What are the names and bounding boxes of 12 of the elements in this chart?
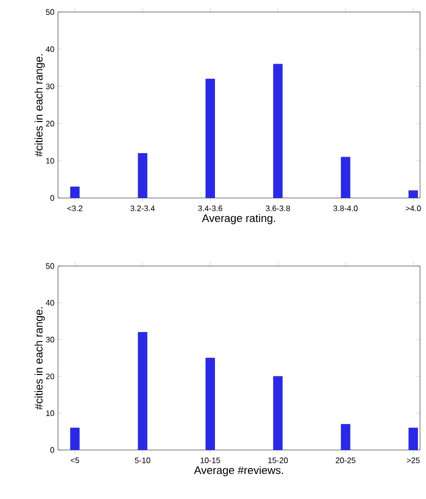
bar xyxy=(206,78,215,198)
bar xyxy=(408,428,418,450)
x-axis-title: Average #reviews. xyxy=(194,466,283,476)
bar xyxy=(273,376,283,450)
bar xyxy=(206,358,215,450)
bar xyxy=(70,428,80,450)
bar xyxy=(138,332,148,450)
y-axis-title: #cities in each range. xyxy=(34,307,45,410)
bar xyxy=(273,64,283,198)
bar xyxy=(138,153,148,198)
x-axis-title: Average rating. xyxy=(202,214,276,224)
y-axis-title: #cities in each range. xyxy=(34,54,45,157)
